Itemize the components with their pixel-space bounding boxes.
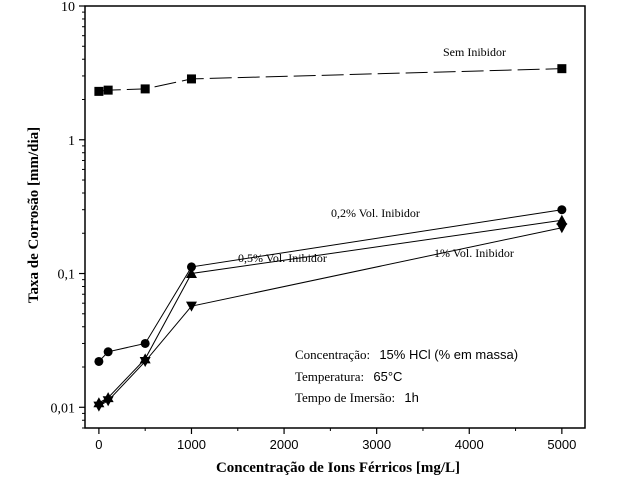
data-point [140, 84, 150, 94]
data-point [556, 214, 568, 225]
data-point [103, 85, 113, 95]
x-tick-label: 1000 [177, 437, 206, 452]
annotation-immersion-time-label: Tempo de Imersão: [295, 390, 395, 405]
annotation-immersion-time: Tempo de Imersão: 1h [295, 390, 419, 405]
x-tick-label: 0 [95, 437, 102, 452]
annotation-box: Concentração: 15% HCl (% em massa) Tempe… [295, 347, 518, 405]
data-point [103, 347, 113, 357]
annotation-temperature: Temperatura: 65°C [295, 369, 402, 384]
data-point [185, 301, 197, 312]
x-axis-label: Concentração de Ions Férricos [mg/L] [216, 460, 460, 476]
annotation-concentration-value: 15% HCl (% em massa) [379, 347, 518, 362]
x-tick-label: 5000 [547, 437, 576, 452]
data-point [102, 396, 114, 407]
series-label: Sem Inibidor [443, 45, 506, 59]
data-point [557, 64, 567, 74]
x-tick-label: 2000 [270, 437, 299, 452]
y-tick-label: 0,01 [51, 401, 76, 416]
annotation-temperature-label: Temperatura: [295, 369, 364, 384]
data-point [93, 401, 105, 412]
data-point [94, 356, 104, 366]
x-tick-label: 3000 [362, 437, 391, 452]
data-point [557, 205, 567, 215]
y-axis-label: Taxa de Corrosão [mm/dia] [26, 127, 42, 303]
x-tick-label: 4000 [455, 437, 484, 452]
data-point [186, 262, 196, 272]
annotation-immersion-time-value: 1h [404, 390, 418, 405]
data-point [186, 74, 196, 84]
data-point [94, 86, 104, 96]
data-point [556, 223, 568, 234]
series-label: 0,5% Vol. Inibidor [238, 251, 327, 265]
annotation-temperature-value: 65°C [373, 369, 402, 384]
series-label: 1% Vol. Inibidor [434, 246, 514, 260]
series-line [98, 209, 562, 362]
data-point [185, 268, 197, 279]
y-tick-label: 10 [61, 0, 75, 15]
data-point [140, 338, 150, 348]
series-label: 0,2% Vol. Inibidor [331, 206, 420, 220]
y-tick-label: 1 [68, 134, 75, 149]
annotation-concentration: Concentração: 15% HCl (% em massa) [295, 347, 518, 362]
y-tick-label: 0,1 [58, 268, 76, 283]
series-line [98, 68, 562, 92]
annotation-concentration-label: Concentração: [295, 347, 370, 362]
data-point [139, 356, 151, 367]
plot-frame [84, 5, 586, 429]
